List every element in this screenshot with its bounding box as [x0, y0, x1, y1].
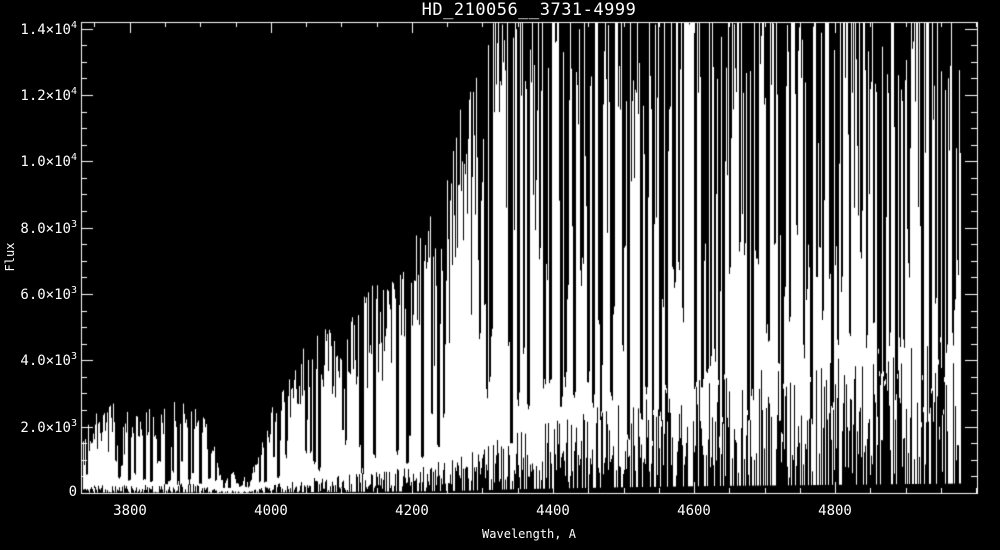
x-tick-label-3800: 3800: [113, 503, 147, 519]
x-tick-label-4600: 4600: [677, 503, 711, 519]
plot-title: HD_210056__3731-4999: [421, 0, 637, 20]
y-tick-label-12000: 1.2×104: [20, 86, 77, 104]
y-tick-label-0: 0: [68, 484, 77, 500]
y-tick-label-8000: 8.0×103: [20, 219, 77, 237]
y-tick-label-10000: 1.0×104: [20, 152, 77, 170]
x-axis-label: Wavelength, A: [482, 527, 576, 541]
y-tick-label-4000: 4.0×103: [20, 351, 77, 369]
x-tick-label-4400: 4400: [536, 503, 570, 519]
y-tick-label-14000: 1.4×104: [20, 20, 77, 38]
x-tick-label-4200: 4200: [395, 503, 429, 519]
y-tick-label-6000: 6.0×103: [20, 285, 77, 303]
x-tick-label-4000: 4000: [254, 503, 288, 519]
y-tick-label-2000: 2.0×103: [20, 418, 77, 436]
x-tick-label-4800: 4800: [818, 503, 852, 519]
